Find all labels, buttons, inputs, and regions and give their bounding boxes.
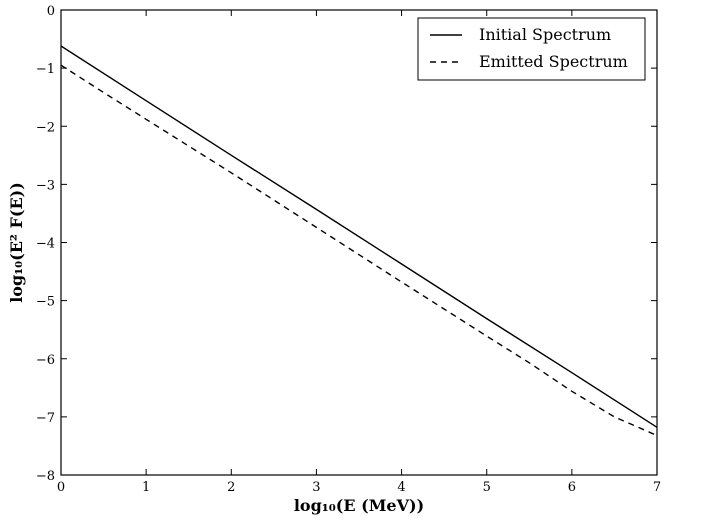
series-lines: [60, 45, 658, 437]
ticks: 0 1 2 3 4 5 6 7 0 −1 −2 −3 −4 −5 −6 −7 −8: [36, 4, 661, 495]
x-tick-label: 6: [568, 480, 576, 495]
x-tick-label: 2: [227, 480, 235, 495]
legend-box: [417, 17, 646, 81]
y-tick-label: −5: [36, 295, 55, 310]
x-tick-label: 5: [483, 480, 491, 495]
legend: Initial Spectrum Emitted Spectrum: [417, 17, 646, 81]
y-tick-label: −6: [36, 353, 55, 368]
y-tick-label: −1: [36, 62, 55, 77]
legend-label-initial: Initial Spectrum: [479, 25, 611, 44]
legend-label-emitted: Emitted Spectrum: [479, 52, 628, 71]
y-tick-label: −3: [36, 178, 55, 193]
x-tick-label: 3: [312, 480, 320, 495]
x-tick-label: 4: [397, 480, 405, 495]
series-line-emitted: [60, 64, 658, 437]
y-tick-label: −2: [36, 120, 55, 135]
x-tick-label: 7: [653, 480, 661, 495]
x-tick-label: 1: [142, 480, 150, 495]
y-tick-label: 0: [47, 4, 55, 19]
y-axis-label: log₁₀(E² F(E)): [7, 182, 26, 303]
plot-frame: [60, 9, 658, 476]
x-tick-label: 0: [57, 480, 65, 495]
y-tick-label: −7: [36, 411, 55, 426]
series-line-initial: [60, 45, 658, 428]
y-tick-label: −8: [36, 469, 55, 484]
y-tick-label: −4: [36, 237, 55, 252]
x-axis-label: log₁₀(E (MeV)): [294, 496, 424, 515]
